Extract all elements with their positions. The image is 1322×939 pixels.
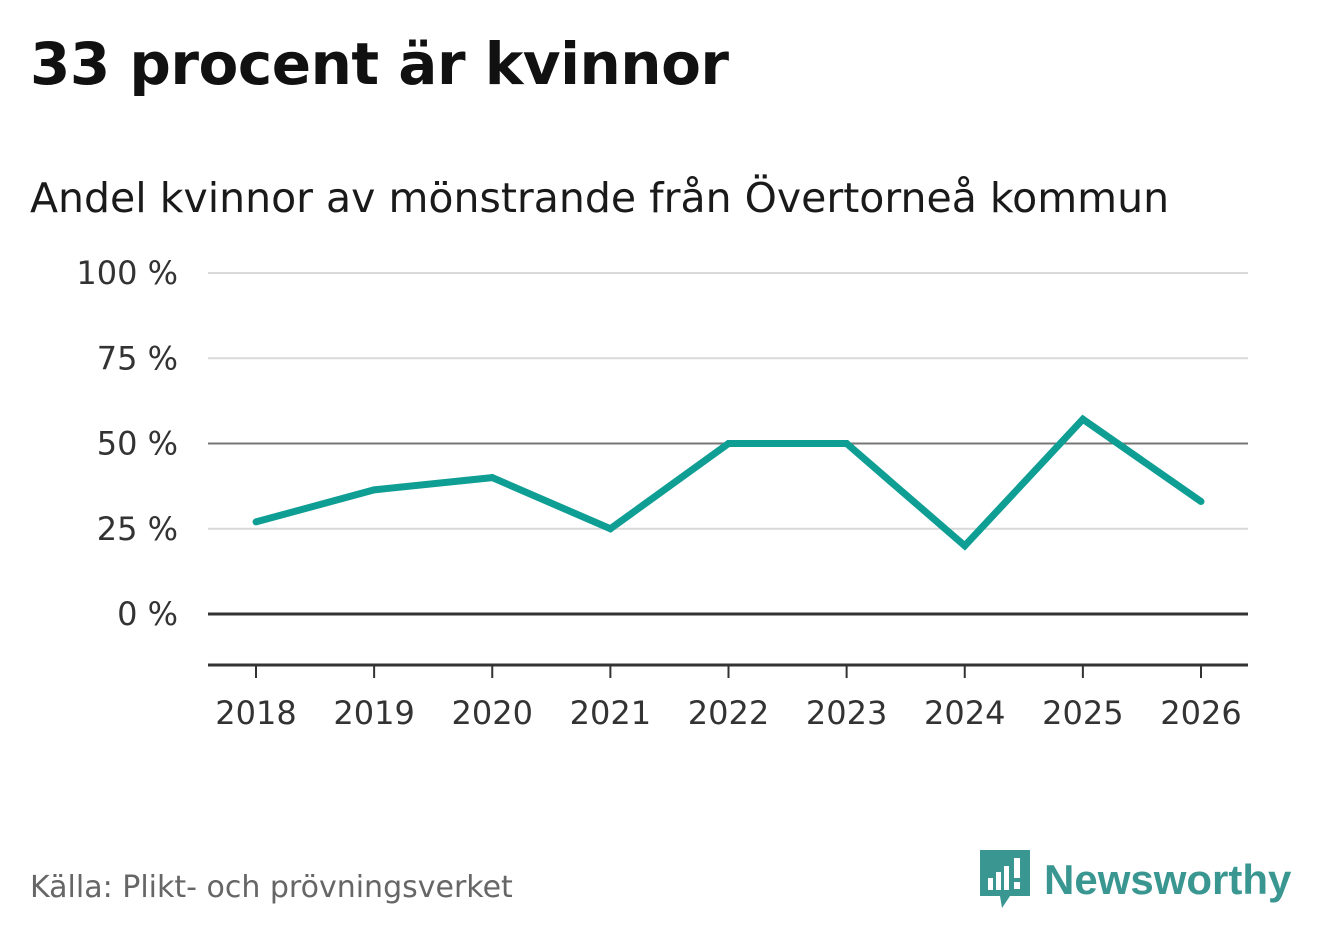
chart-subtitle: Andel kvinnor av mönstrande från Övertor…: [30, 174, 1170, 222]
series-line-0: [255, 414, 1203, 551]
data-point-2018: [252, 518, 260, 526]
brand: Newsworthy: [980, 848, 1291, 912]
newsworthy-logo-icon: [980, 850, 1030, 908]
y-tick-label: 75 %: [97, 339, 178, 377]
x-tick-label: 2024: [924, 694, 1005, 732]
x-axis: 2018 2019 2020 2021 2022 2023 2024 2025 2026: [208, 663, 1248, 732]
x-tick-label: 2022: [688, 694, 769, 732]
x-tick-label: 2020: [452, 694, 533, 732]
data-point-2019: [370, 486, 378, 494]
y-tick-label: 100 %: [76, 254, 178, 292]
brand-name: Newsworthy: [1044, 856, 1292, 903]
data-point-2020: [488, 474, 496, 482]
x-tick-label: 2025: [1042, 694, 1123, 732]
y-tick-label: 0 %: [117, 595, 178, 633]
chart-title: 33 procent är kvinnor: [30, 30, 729, 98]
data-point-2024: [961, 542, 969, 550]
x-tick-label: 2018: [215, 694, 296, 732]
y-axis-ticks: 0 % 25 % 50 % 75 % 100 %: [76, 254, 178, 633]
source-note: Källa: Plikt- och prövningsverket: [30, 870, 513, 905]
series-layer: [252, 414, 1205, 551]
data-point-2021: [606, 525, 614, 533]
x-tick-label: 2026: [1160, 694, 1241, 732]
y-tick-label: 50 %: [97, 425, 178, 463]
data-point-2025: [1079, 415, 1087, 423]
data-point-2023: [843, 440, 851, 447]
x-tick-label: 2019: [333, 694, 414, 732]
data-point-2022: [725, 440, 732, 447]
line-chart: 0 % 25 % 50 % 75 % 100 % 2018 2019 2020 2021 202…: [76, 254, 1248, 732]
x-tick-label: 2023: [806, 694, 887, 732]
data-point-2026: [1197, 497, 1205, 505]
y-tick-label: 25 %: [97, 510, 178, 548]
x-tick-label: 2021: [570, 694, 651, 732]
